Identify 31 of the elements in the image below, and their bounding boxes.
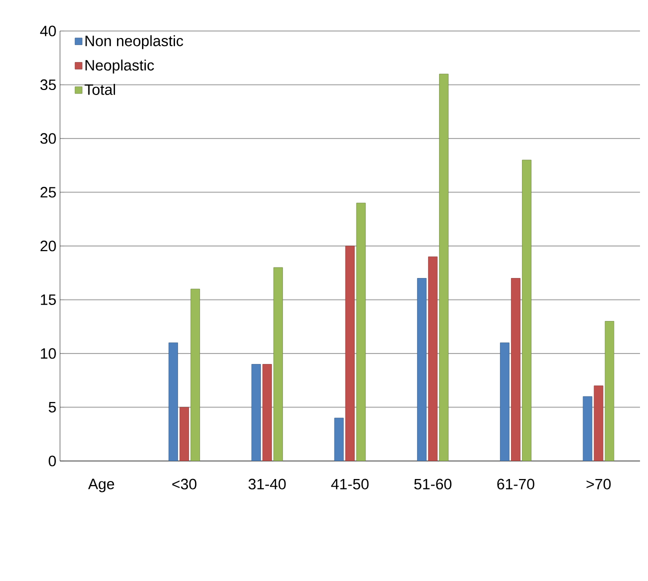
legend-label: Total [84,84,116,95]
y-tick-label: 5 [48,402,56,412]
y-tick-label: 25 [40,186,56,198]
legend-label: Neoplastic [86,60,154,74]
bar [273,267,283,461]
legend-label: Non neoplastic [86,35,184,50]
x-tick-label: 31-40 [248,478,286,490]
y-tick-label: 35 [40,79,56,90]
y-tick-label: 20 [40,240,56,252]
y-tick-label: 10 [40,348,56,359]
y-tick-label: 30 [40,133,56,144]
y-tick-label: 15 [40,294,56,305]
x-tick-label: >70 [586,478,611,490]
bar [417,278,427,461]
bar [180,407,189,461]
x-tick-label: 51-60 [414,478,452,490]
bar [190,288,200,461]
x-tick-label: <30 [172,478,196,490]
x-tick-label: 41-50 [331,478,369,490]
bar [500,342,510,461]
bar [428,256,438,461]
y-tick-label: 0 [48,456,56,466]
bar [522,160,532,461]
bar [262,364,272,461]
x-tick-label: Age [88,478,114,492]
bar [251,364,261,461]
bar [439,74,449,461]
y-tick-label: 40 [40,26,56,36]
bar [511,278,520,461]
x-tick-label: 61-70 [497,478,534,490]
bar [168,342,178,461]
